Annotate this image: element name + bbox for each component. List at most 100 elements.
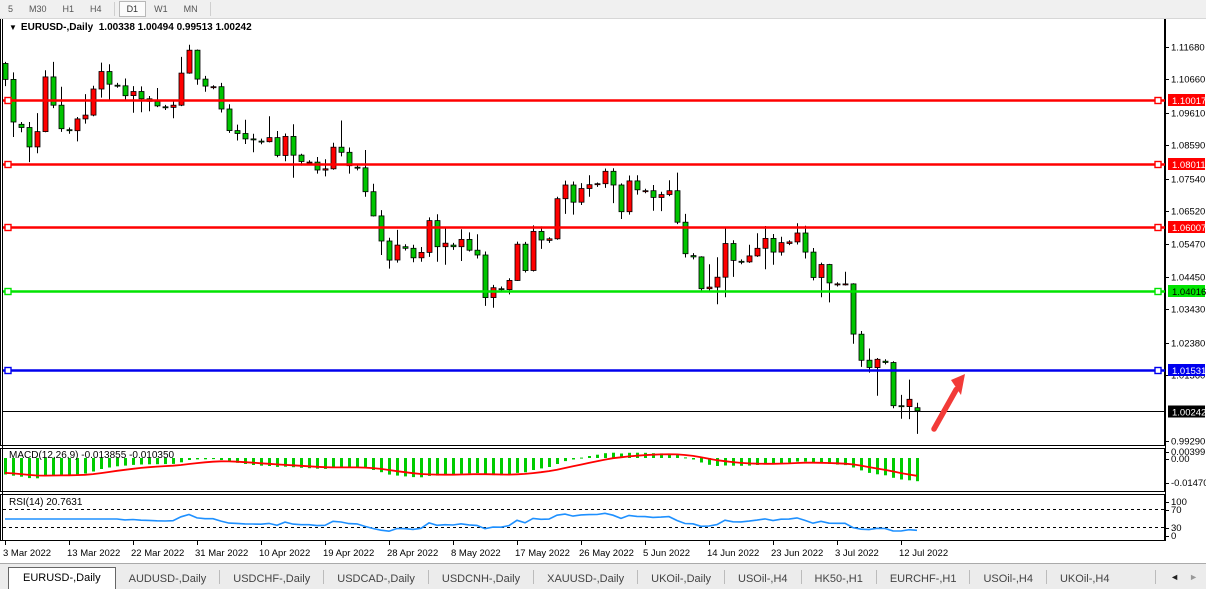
macd-bar: [476, 458, 479, 474]
timeframe-button-mn[interactable]: MN: [183, 4, 198, 14]
candle-body: [338, 146, 345, 153]
candle-body: [482, 254, 489, 298]
macd-bar: [444, 458, 447, 476]
candle-body: [42, 76, 49, 133]
date-tick-label: 3 Jul 2022: [835, 548, 879, 559]
line-endpoint-marker[interactable]: [1154, 287, 1162, 296]
candle-body: [162, 106, 169, 109]
price-line-badge-label: 1.06007: [1172, 223, 1206, 234]
candle-body: [546, 238, 553, 241]
candle-body: [506, 279, 513, 290]
macd-bar: [92, 458, 95, 472]
tab-separator: [533, 570, 535, 584]
trend-arrow-shaft[interactable]: [931, 386, 960, 432]
line-endpoint-marker[interactable]: [1154, 366, 1162, 375]
candle-body: [194, 49, 201, 80]
candle-body: [562, 184, 569, 200]
line-endpoint-marker[interactable]: [4, 223, 12, 232]
chart-tab-ukoil-daily[interactable]: UKOil-,Daily: [651, 573, 712, 585]
candle-body: [850, 283, 857, 335]
macd-bar: [572, 458, 575, 460]
timeframe-button-h1[interactable]: H1: [62, 4, 75, 14]
candle-body: [618, 184, 625, 213]
candle-body: [898, 405, 905, 408]
macd-bar: [420, 458, 423, 478]
timeframe-button-m30[interactable]: M30: [29, 4, 47, 14]
macd-bar: [516, 458, 519, 473]
candle-body: [538, 230, 545, 241]
candle-body: [218, 86, 225, 110]
line-endpoint-marker[interactable]: [1154, 223, 1162, 232]
candle-body: [642, 190, 649, 193]
candle-body: [738, 260, 745, 263]
macd-bar: [500, 458, 503, 476]
candle-body: [778, 242, 785, 253]
macd-signal-line: [4, 453, 918, 477]
symbol-dropdown-icon[interactable]: ▼: [9, 23, 17, 32]
candle-body: [770, 237, 777, 253]
macd-bar: [164, 458, 167, 465]
tab-separator: [219, 570, 221, 584]
line-endpoint-marker[interactable]: [4, 96, 12, 105]
chart-tab-eurusd-daily[interactable]: EURUSD-,Daily: [8, 567, 116, 589]
candle-body: [586, 184, 593, 189]
macd-bar: [452, 458, 455, 475]
price-chart-svg: 1.11680 1.10660 1.09610 1.08590 1.07540 1.065…: [0, 18, 1206, 559]
timeframe-button-d1[interactable]: D1: [118, 1, 147, 17]
macd-bar: [740, 458, 743, 466]
macd-bar: [356, 458, 359, 468]
macd-bar: [60, 458, 63, 476]
candle-body: [826, 264, 833, 284]
macd-bar: [20, 458, 23, 477]
timeframe-button-w1[interactable]: W1: [154, 4, 168, 14]
chart-tab-usoil-h4[interactable]: USOil-,H4: [738, 573, 788, 585]
chart-tab-audusd-daily[interactable]: AUDUSD-,Daily: [128, 573, 207, 585]
line-endpoint-marker[interactable]: [1154, 160, 1162, 169]
candle-body: [50, 76, 57, 106]
macd-bar: [372, 458, 375, 470]
macd-bar: [196, 458, 199, 460]
trend-arrow-head[interactable]: [951, 374, 965, 395]
candle-body: [186, 49, 193, 74]
candle-body: [570, 184, 577, 203]
candle-body: [786, 241, 793, 244]
candle-body: [858, 333, 865, 361]
macd-bar: [308, 458, 311, 469]
date-tick-label: 8 May 2022: [451, 548, 501, 559]
tab-scroll-right-icon[interactable]: ►: [1189, 572, 1198, 582]
macd-bar: [916, 458, 919, 482]
candle-body: [522, 243, 529, 271]
line-endpoint-marker[interactable]: [1154, 96, 1162, 105]
chart-tab-hk50-h1[interactable]: HK50-,H1: [814, 573, 863, 585]
tab-separator: [637, 570, 639, 584]
date-tick-label: 28 Apr 2022: [387, 548, 438, 559]
chart-tab-ukoil-h4[interactable]: UKOil-,H4: [1059, 573, 1110, 585]
timeframe-button-h4[interactable]: H4: [90, 4, 102, 14]
price-tick-label: 1.02380: [1171, 339, 1205, 350]
timeframe-button-5[interactable]: 5: [8, 4, 14, 14]
chart-tab-xauusd-daily[interactable]: XAUUSD-,Daily: [547, 573, 625, 585]
candle-body: [746, 255, 753, 263]
chart-tab-usoil-h4[interactable]: USOil-,H4: [983, 573, 1033, 585]
macd-bar: [716, 458, 719, 466]
macd-bar: [484, 458, 487, 475]
tab-scroll-left-icon[interactable]: ◄: [1170, 572, 1180, 582]
line-endpoint-marker[interactable]: [4, 287, 12, 296]
macd-bar: [36, 458, 39, 479]
macd-bar: [828, 458, 831, 464]
tab-separator: [969, 570, 971, 584]
candle-body: [554, 198, 561, 240]
rsi-axis-label: 0: [1171, 531, 1176, 542]
price-line-badge: [1168, 364, 1205, 376]
price-line-badge: [1168, 158, 1205, 170]
line-endpoint-marker[interactable]: [4, 160, 12, 169]
line-endpoint-marker[interactable]: [4, 366, 12, 375]
macd-axis-label: 0.00: [1171, 454, 1190, 465]
chart-tab-usdchf-daily[interactable]: USDCHF-,Daily: [233, 573, 311, 585]
chart-tab-eurchf-h1[interactable]: EURCHF-,H1: [889, 573, 957, 585]
chart-tab-usdcnh-daily[interactable]: USDCNH-,Daily: [441, 573, 521, 585]
chart-tab-usdcad-daily[interactable]: USDCAD-,Daily: [337, 573, 415, 585]
candle-body: [298, 154, 305, 162]
macd-bar: [596, 454, 599, 458]
